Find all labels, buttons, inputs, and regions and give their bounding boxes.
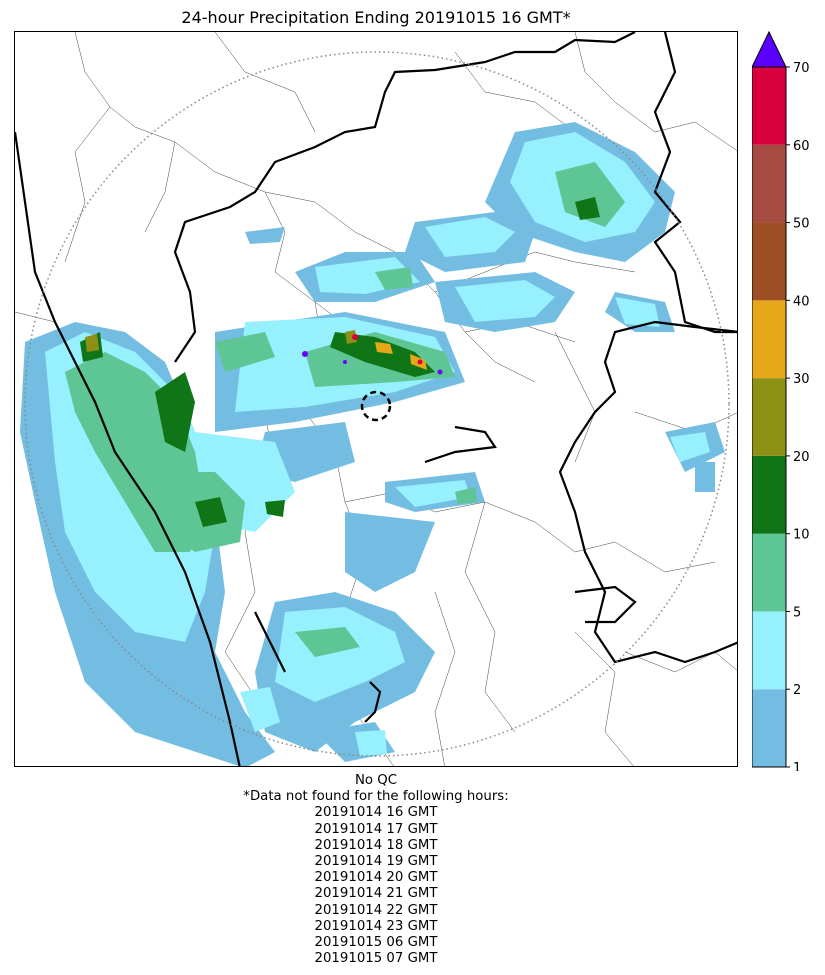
colorbar-svg: 1 2 5 10 20 30 40 50 60 70 — [751, 30, 810, 776]
colorbar-tick-label: 5 — [793, 605, 801, 620]
missing-hour: 20191015 07 GMT — [314, 951, 438, 967]
missing-hour: 20191014 23 GMT — [314, 918, 438, 934]
colorbar-segment — [752, 300, 786, 379]
qc-note: No QC — [354, 773, 398, 788]
colorbar-segment — [752, 689, 786, 767]
missing-hour: 20191014 20 GMT — [314, 870, 438, 886]
missing-header: *Data not found for the following hours: — [243, 789, 509, 805]
colorbar-outline — [751, 66, 787, 768]
missing-hour: 20191014 18 GMT — [314, 837, 438, 853]
colorbar-extend-arrow — [751, 30, 787, 68]
colorbar: 1 2 5 10 20 30 40 50 60 70 — [751, 30, 822, 776]
colorbar-tick-label: 1 — [793, 761, 801, 771]
rain-dark-green — [80, 197, 600, 527]
colorbar-tick-label: 60 — [793, 139, 810, 154]
colorbar-tick-label: 2 — [793, 683, 801, 698]
radar-map — [14, 31, 738, 767]
colorbar-segment — [752, 67, 786, 145]
colorbar-segment — [752, 455, 786, 534]
colorbar-segment — [752, 378, 786, 456]
rain-heavy-cells — [85, 330, 443, 375]
missing-hour: 20191014 17 GMT — [314, 821, 438, 837]
missing-hour: 20191014 22 GMT — [314, 902, 438, 918]
radar-range-ring — [24, 51, 730, 757]
radar-site-marker — [360, 390, 392, 422]
colorbar-segment — [752, 533, 786, 612]
colorbar-tick-label: 10 — [793, 528, 810, 543]
colorbar-segment — [752, 144, 786, 223]
notes-block: No QC *Data not found for the following … — [14, 773, 738, 967]
colorbar-segment — [752, 611, 786, 690]
missing-hour: 20191014 16 GMT — [314, 805, 438, 821]
colorbar-tick-label: 40 — [793, 294, 810, 309]
colorbar-tick-label: 70 — [793, 61, 810, 76]
colorbar-tick-label: 30 — [793, 372, 810, 387]
state-boundaries — [15, 32, 737, 766]
plot-title: 24-hour Precipitation Ending 20191015 16… — [181, 8, 571, 27]
colorbar-tick-label: 50 — [793, 217, 810, 232]
missing-hour: 20191014 21 GMT — [314, 886, 438, 902]
colorbar-segment — [752, 222, 786, 301]
missing-hour: 20191014 19 GMT — [314, 854, 438, 870]
colorbar-tick-label: 20 — [793, 450, 810, 465]
missing-hour: 20191015 06 GMT — [314, 935, 438, 951]
map-canvas — [15, 32, 737, 766]
